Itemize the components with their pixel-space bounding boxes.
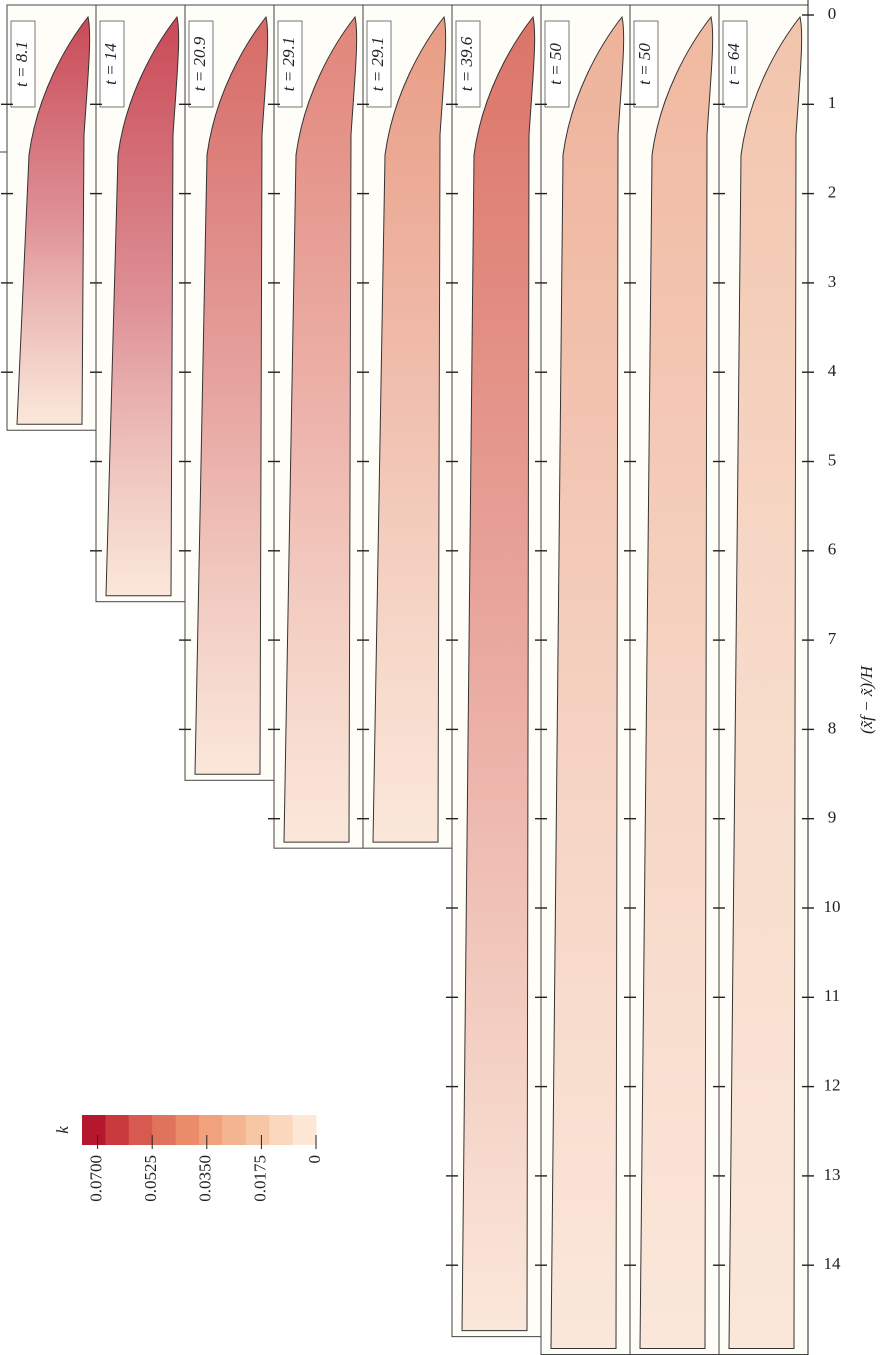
y-tick-label: 12 [824, 1076, 841, 1095]
colorbar-swatch [246, 1115, 270, 1145]
y-tick-label: 0 [828, 4, 837, 23]
current-body [551, 17, 624, 1349]
panel-label: t = 8.1 [12, 41, 31, 87]
y-tick-label: 7 [828, 629, 837, 648]
figure: t = 8.1 t = 14 t = 20.9 t = 29.1 t = 29.1 t =… [0, 0, 894, 1355]
panel-label: t = 39.6 [457, 36, 476, 91]
y-tick-label: 13 [824, 1165, 841, 1184]
panel-label: t = 50 [635, 43, 654, 85]
colorbar-tick-label: 0.0700 [87, 1155, 106, 1202]
y-tick-label: 2 [828, 183, 837, 202]
y-tick-label: 10 [824, 897, 841, 916]
current-body [729, 17, 802, 1349]
colorbar-tick-label: 0 [305, 1155, 324, 1164]
y-tick-label: 6 [828, 540, 837, 559]
current-body [640, 17, 713, 1349]
colorbar-swatch [293, 1115, 317, 1145]
colorbar-swatch [199, 1115, 223, 1145]
y-tick-label: 5 [828, 450, 837, 469]
y-tick-label: 11 [824, 986, 840, 1005]
colorbar-swatch [222, 1115, 246, 1145]
colorbar-tick-label: 0.0350 [196, 1155, 215, 1202]
colorbar-swatch [82, 1115, 106, 1145]
panel-label: t = 50 [546, 43, 565, 85]
colorbar-swatch [129, 1115, 153, 1145]
panel-label: t = 64 [724, 43, 743, 85]
y-tick-label: 3 [828, 272, 837, 291]
panel-label: t = 29.1 [368, 37, 387, 91]
y-tick-label: 9 [828, 808, 837, 827]
colorbar-label: k [53, 1126, 72, 1134]
panel-label: t = 20.9 [190, 36, 209, 91]
y-tick-label: 14 [824, 1254, 842, 1273]
colorbar-swatch [105, 1115, 129, 1145]
y-tick-label: 8 [828, 718, 837, 737]
y-tick-label: 4 [828, 361, 837, 380]
colorbar-tick-label: 0.0175 [250, 1155, 269, 1202]
y-tick-label: 1 [828, 93, 837, 112]
colorbar-swatch [176, 1115, 200, 1145]
panel-label: t = 29.1 [279, 37, 298, 91]
colorbar-tick-label: 0.0525 [141, 1155, 160, 1202]
axis-label: (x̃f − x̃)/H [857, 664, 876, 734]
panel-label: t = 14 [101, 43, 120, 85]
colorbar-swatch [152, 1115, 176, 1145]
colorbar-swatch [269, 1115, 293, 1145]
current-body [462, 17, 535, 1331]
